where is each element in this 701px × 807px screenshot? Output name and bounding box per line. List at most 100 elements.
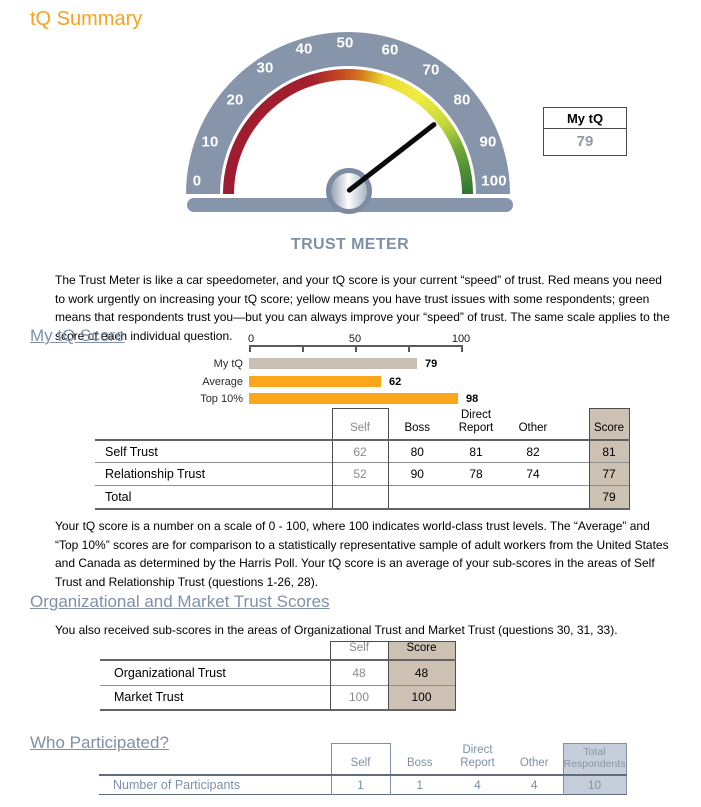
column-header-direct-report: Direct Report — [458, 408, 494, 434]
cell-boss: 1 — [416, 778, 424, 793]
bar-category-label: My tQ — [213, 358, 243, 370]
trust-score-table: Self Boss Direct Report Other Score Self… — [95, 407, 630, 510]
row-label: Number of Participants — [113, 778, 241, 793]
my-tq-box-value: 79 — [576, 133, 594, 150]
cell-other — [506, 486, 560, 509]
gauge-tick-label: 20 — [226, 91, 244, 109]
column-header-boss: Boss — [406, 756, 433, 769]
bar-row: My tQ 79 — [0, 358, 701, 370]
bar-value-label: 62 — [389, 376, 402, 388]
bar-row: Top 10% 98 — [0, 393, 701, 405]
page-title: tQ Summary — [30, 8, 143, 30]
cell-score: 100 — [387, 685, 456, 711]
gauge-dial: 0 10 20 30 40 50 60 70 80 90 100 — [177, 30, 523, 194]
column-header-total-respondents: Total Respondents — [562, 742, 627, 775]
intro-paragraph: The Trust Meter is like a car speedomete… — [55, 273, 670, 343]
cell-total-respondents: 10 — [562, 774, 627, 795]
cell-self: 100 — [329, 685, 389, 711]
org-market-table: Self Score Organizational Trust 48 48 Ma… — [100, 641, 456, 712]
x-axis-tick — [249, 347, 251, 352]
gauge-tick-label: 90 — [479, 133, 497, 151]
bar-category-label: Top 10% — [200, 393, 243, 405]
score-note-paragraph: Your tQ score is a number on a scale of … — [55, 519, 669, 589]
x-axis-tick — [302, 347, 304, 352]
row-label: Market Trust — [114, 690, 184, 705]
gauge-tick-label: 0 — [192, 172, 202, 190]
cell-direct-report — [446, 486, 506, 509]
table-header-row: Self Boss Direct Report Other Total Resp… — [99, 742, 627, 775]
bar-row: Average 62 — [0, 376, 701, 388]
table-row-self-trust: Self Trust 62 80 81 82 81 — [95, 439, 630, 463]
participation-table: Self Boss Direct Report Other Total Resp… — [99, 742, 627, 796]
table-row-organizational-trust: Organizational Trust 48 48 — [100, 660, 456, 686]
table-row-market-trust: Market Trust 100 100 — [100, 685, 456, 711]
bar-category-label: Average — [202, 376, 243, 388]
column-header-other: Other — [518, 421, 548, 434]
my-tq-box-label: My tQ — [544, 108, 626, 129]
bar — [249, 358, 417, 369]
cell-boss: 80 — [410, 444, 424, 459]
cell-direct-report: 78 — [469, 467, 483, 482]
table-row-number-of-participants: Number of Participants 1 1 4 4 10 — [99, 774, 627, 795]
row-label: Organizational Trust — [114, 665, 226, 680]
trust-meter-gauge: 0 10 20 30 40 50 60 70 80 90 100 — [177, 30, 525, 220]
bar — [249, 376, 381, 387]
cell-direct-report: 81 — [469, 444, 483, 459]
cell-score: 77 — [588, 462, 630, 486]
org-market-paragraph: You also received sub-scores in the area… — [55, 623, 618, 637]
column-header-self: Self — [331, 407, 389, 440]
x-axis-tick-label: 100 — [451, 333, 471, 345]
gauge-tick-label: 30 — [256, 59, 274, 77]
bar — [249, 393, 458, 404]
column-header-boss: Boss — [404, 421, 431, 434]
gauge-tick-label: 80 — [453, 91, 471, 109]
cell-other: 82 — [526, 444, 540, 459]
trust-meter-caption: TRUST METER — [290, 236, 410, 253]
column-header-direct-report: Direct Report — [460, 743, 495, 769]
column-header-self: Self — [330, 742, 391, 775]
bar-value-label: 98 — [466, 393, 479, 405]
table-row-total: Total 79 — [95, 485, 630, 509]
bar-value-label: 79 — [425, 358, 438, 370]
cell-self: 62 — [331, 439, 389, 463]
section-heading-org-market[interactable]: Organizational and Market Trust Scores — [30, 592, 330, 611]
cell-direct-report: 4 — [474, 778, 481, 793]
x-axis-line — [249, 345, 463, 347]
cell-score: 79 — [588, 485, 630, 509]
cell-score: 81 — [588, 439, 630, 463]
x-axis-tick-label: 50 — [348, 333, 362, 345]
cell-boss: 90 — [410, 467, 424, 482]
cell-other: 4 — [530, 778, 538, 793]
cell-self: 52 — [331, 462, 389, 486]
table-header-row: Self Boss Direct Report Other Score — [95, 407, 630, 440]
cell-score: 48 — [387, 660, 456, 686]
section-heading-who-participated[interactable]: Who Participated? — [30, 733, 169, 752]
cell-self — [331, 485, 389, 509]
x-axis-tick — [355, 347, 357, 352]
cell-self: 48 — [329, 660, 389, 686]
table-row-relationship-trust: Relationship Trust 52 90 78 74 77 — [95, 462, 630, 486]
column-header-other: Other — [519, 756, 549, 769]
x-axis-tick — [408, 347, 410, 352]
gauge-tick-label: 50 — [336, 34, 354, 52]
cell-other: 74 — [526, 467, 540, 482]
cell-boss — [388, 486, 446, 509]
x-axis-tick-label: 0 — [247, 333, 255, 345]
column-header-score: Score — [387, 641, 456, 661]
gauge-tick-label: 70 — [422, 61, 440, 79]
row-label: Total — [105, 490, 132, 505]
gauge-tick-label: 40 — [295, 40, 313, 58]
section-heading-my-tq-score[interactable]: My tQ Score — [30, 326, 125, 345]
row-label: Self Trust — [105, 444, 158, 459]
x-axis-tick — [461, 347, 463, 352]
gauge-tick-label: 100 — [481, 172, 507, 190]
column-header-self: Self — [329, 641, 389, 661]
table-header-row: Self Score — [100, 641, 456, 661]
my-tq-box: My tQ 79 — [543, 107, 627, 156]
cell-self: 1 — [330, 774, 391, 795]
gauge-tick-label: 10 — [201, 133, 219, 151]
gauge-tick-label: 60 — [381, 41, 399, 59]
column-header-score: Score — [588, 407, 630, 440]
row-label: Relationship Trust — [105, 467, 206, 482]
